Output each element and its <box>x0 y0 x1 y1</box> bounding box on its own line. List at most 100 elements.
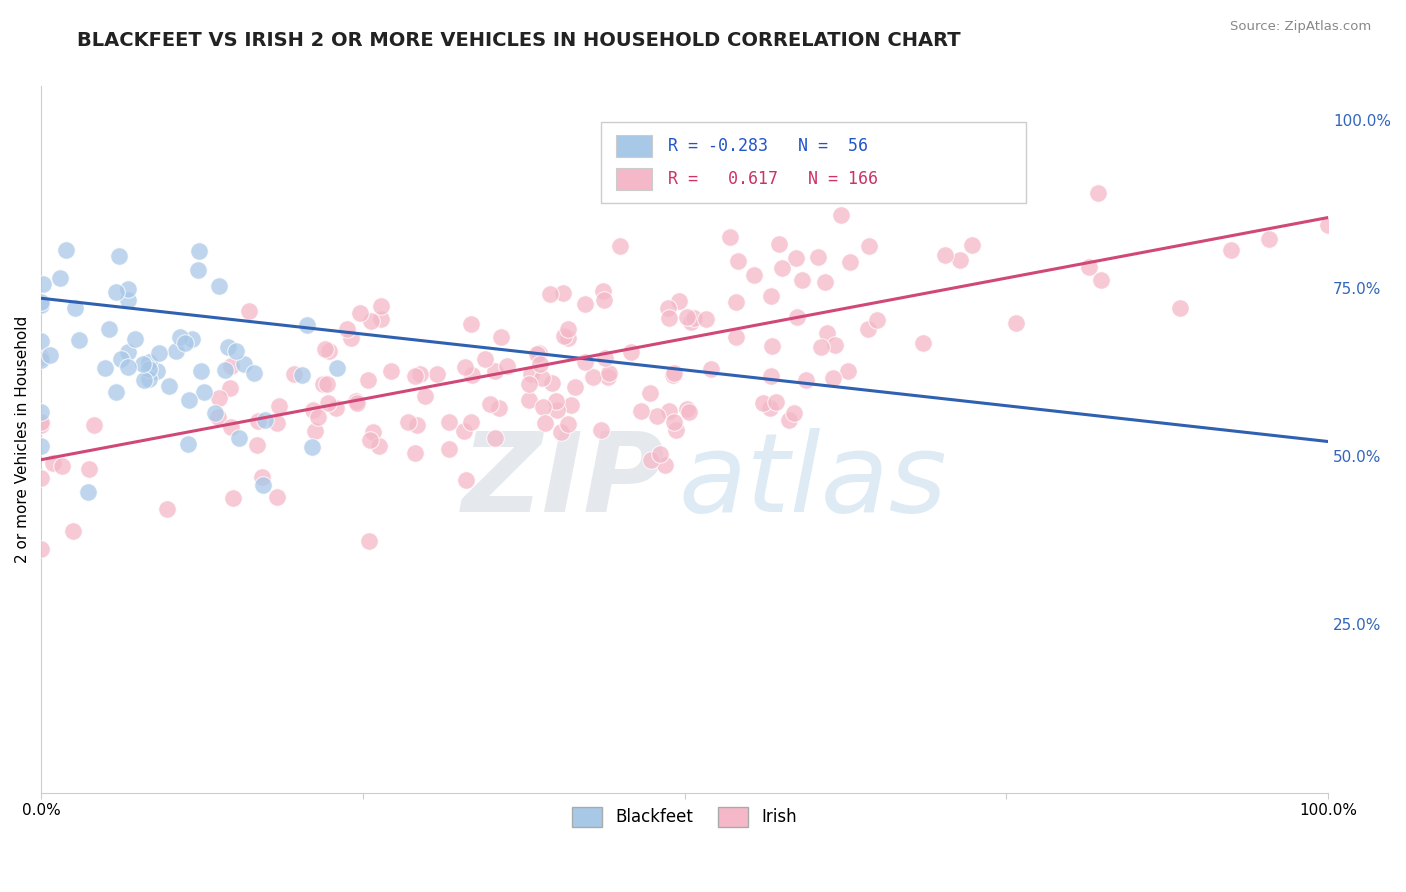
Point <box>30 353 52 368</box>
Point <box>131 357 153 371</box>
Point <box>252 477 274 491</box>
Point <box>810 341 832 355</box>
Point <box>359 533 381 548</box>
Point <box>1004 316 1026 330</box>
Point <box>97 322 120 336</box>
Point <box>724 294 747 309</box>
Point <box>232 357 254 371</box>
Point <box>39 348 62 362</box>
Point <box>344 393 367 408</box>
Point <box>132 373 155 387</box>
Point <box>664 366 686 380</box>
Point <box>620 345 643 359</box>
Point <box>219 420 242 434</box>
Point <box>742 268 765 282</box>
Point <box>252 469 274 483</box>
Point <box>479 397 502 411</box>
Point <box>645 409 668 423</box>
Point <box>782 406 804 420</box>
Point <box>527 345 550 359</box>
Point <box>654 458 676 472</box>
Point <box>837 364 859 378</box>
Point <box>360 314 382 328</box>
Point <box>960 237 983 252</box>
Point <box>406 417 429 432</box>
Point <box>768 236 790 251</box>
Point <box>404 369 426 384</box>
Point <box>517 377 540 392</box>
Point <box>301 440 323 454</box>
Point <box>302 402 325 417</box>
Point <box>488 401 510 415</box>
Point <box>778 413 800 427</box>
Point <box>396 415 419 429</box>
Point <box>83 417 105 432</box>
Point <box>266 490 288 504</box>
Point <box>640 453 662 467</box>
Point <box>217 340 239 354</box>
Point <box>110 351 132 366</box>
Point <box>658 404 681 418</box>
Point <box>638 386 661 401</box>
Point <box>491 330 513 344</box>
Point <box>370 300 392 314</box>
Point <box>177 392 200 407</box>
Point <box>225 343 247 358</box>
Point <box>117 360 139 375</box>
Point <box>657 310 679 325</box>
Point <box>42 456 65 470</box>
Point <box>593 293 616 307</box>
Point <box>529 357 551 371</box>
Point <box>949 253 972 268</box>
Point <box>117 293 139 308</box>
Point <box>534 416 557 430</box>
Point <box>266 416 288 430</box>
Point <box>540 376 562 390</box>
Point <box>517 393 540 408</box>
Point <box>596 370 619 384</box>
Point <box>546 403 568 417</box>
Point <box>815 326 838 341</box>
Point <box>67 333 90 347</box>
Point <box>340 331 363 345</box>
Point <box>461 368 484 382</box>
Point <box>858 239 880 253</box>
Point <box>557 322 579 336</box>
Point <box>538 286 561 301</box>
Point <box>474 352 496 367</box>
Point <box>188 244 211 259</box>
Point <box>786 310 808 325</box>
Point <box>361 425 384 439</box>
Point <box>246 414 269 428</box>
Point <box>30 415 52 429</box>
Point <box>204 406 226 420</box>
Point <box>219 381 242 395</box>
Point <box>193 384 215 399</box>
Point <box>30 471 52 485</box>
Point <box>683 310 706 325</box>
Point <box>228 431 250 445</box>
Point <box>176 437 198 451</box>
Text: atlas: atlas <box>678 428 946 535</box>
Text: ZIP: ZIP <box>461 428 665 535</box>
Text: R = -0.283   N =  56: R = -0.283 N = 56 <box>668 137 868 155</box>
Point <box>796 373 818 387</box>
Text: R =   0.617   N = 166: R = 0.617 N = 166 <box>668 169 877 187</box>
Point <box>484 363 506 377</box>
Point <box>180 332 202 346</box>
Point <box>108 250 131 264</box>
Point <box>30 405 52 419</box>
Point <box>246 438 269 452</box>
Point <box>1317 219 1340 233</box>
Point <box>62 524 84 538</box>
Point <box>30 294 52 309</box>
Point <box>676 402 699 417</box>
Point <box>718 230 741 244</box>
Point <box>426 368 449 382</box>
Point <box>318 343 340 358</box>
Y-axis label: 2 or more Vehicles in Household: 2 or more Vehicles in Household <box>15 316 30 563</box>
Point <box>311 377 333 392</box>
Point <box>460 317 482 331</box>
Point <box>544 394 567 409</box>
Point <box>380 364 402 378</box>
